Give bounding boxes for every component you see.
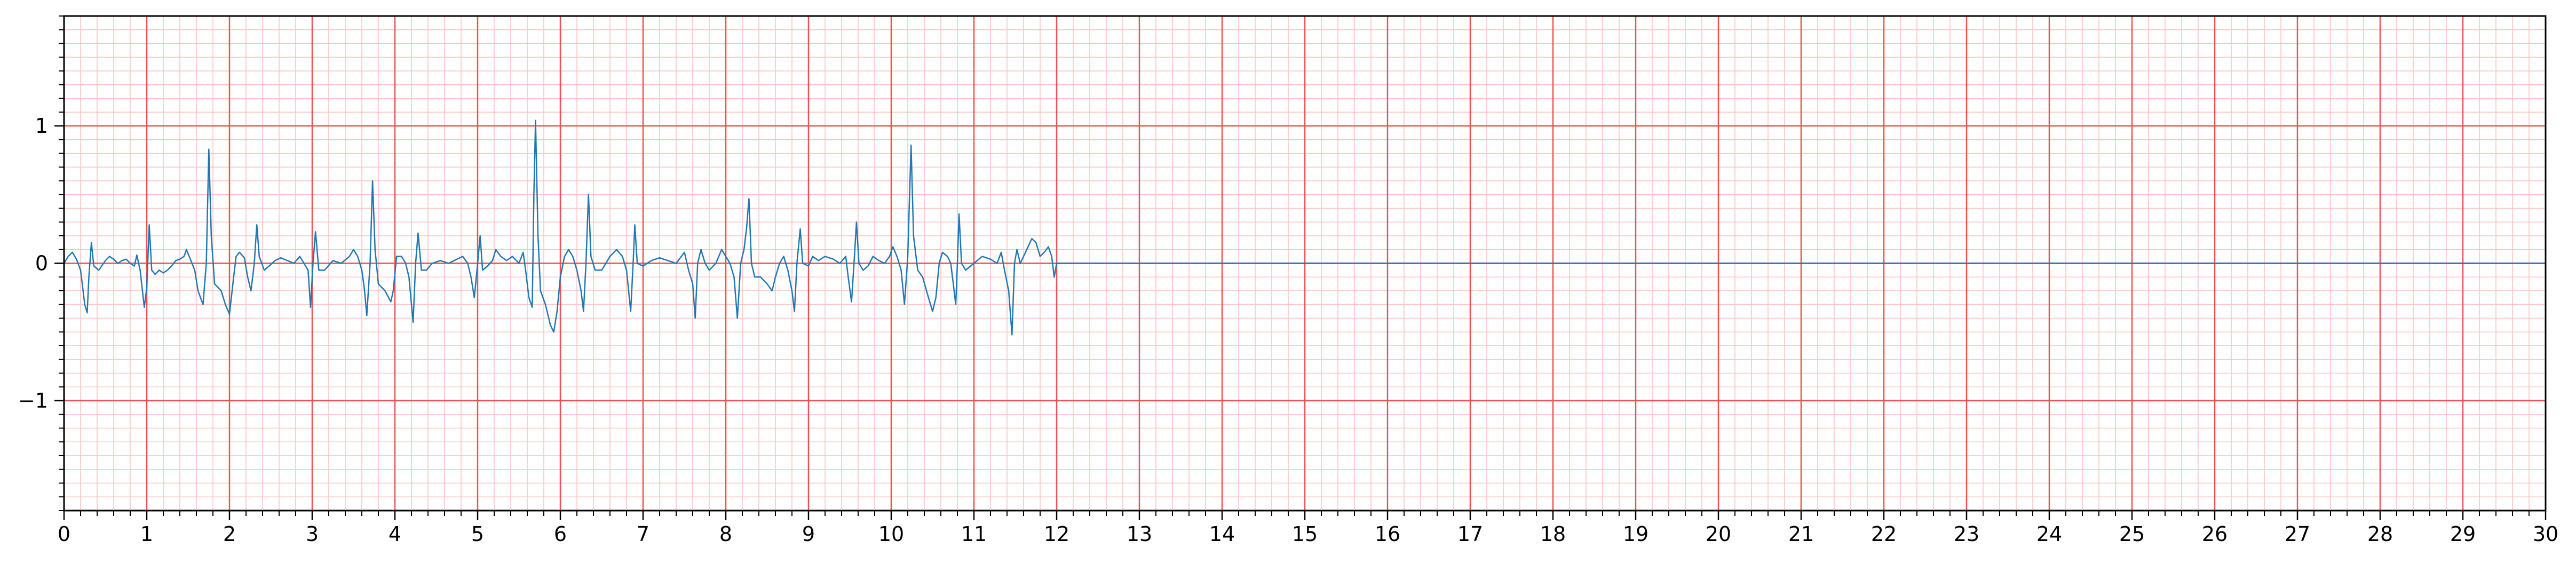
x-tick-label: 20 bbox=[1706, 522, 1731, 546]
x-tick-label: 19 bbox=[1623, 522, 1648, 546]
x-tick-label: 13 bbox=[1127, 522, 1152, 546]
x-tick-label: 18 bbox=[1540, 522, 1566, 546]
x-tick-label: 9 bbox=[802, 522, 815, 546]
y-tick-label: −1 bbox=[18, 389, 48, 412]
x-tick-label: 25 bbox=[2119, 522, 2145, 546]
series-layer bbox=[63, 120, 2546, 336]
x-tick-label: 29 bbox=[2450, 522, 2476, 546]
x-tick-label: 10 bbox=[878, 522, 904, 546]
x-tick-label: 15 bbox=[1292, 522, 1318, 546]
x-tick-label: 8 bbox=[719, 522, 732, 546]
x-tick-label: 6 bbox=[554, 522, 567, 546]
y-tick-label: 1 bbox=[35, 114, 48, 138]
x-tick-label: 28 bbox=[2367, 522, 2393, 546]
x-tick-label: 26 bbox=[2202, 522, 2228, 546]
x-tick-label: 11 bbox=[961, 522, 987, 546]
x-tick-label: 24 bbox=[2036, 522, 2062, 546]
x-axis: 0 1 2 3 4 5 6 7 8 9 10 11 12 13 14 15 16 17 18 19 20 21 22 23 24… bbox=[58, 511, 2558, 546]
ecg-trace-line bbox=[63, 120, 2546, 336]
x-tick-label: 0 bbox=[58, 522, 70, 546]
x-tick-label: 30 bbox=[2533, 522, 2558, 546]
x-tick-label: 2 bbox=[223, 522, 236, 546]
x-tick-label: 23 bbox=[1954, 522, 1979, 546]
x-tick-label: 17 bbox=[1457, 522, 1483, 546]
x-tick-label: 22 bbox=[1871, 522, 1897, 546]
x-tick-label: 3 bbox=[306, 522, 319, 546]
x-tick-label: 4 bbox=[389, 522, 401, 546]
x-tick-label: 5 bbox=[471, 522, 484, 546]
x-tick-label: 14 bbox=[1209, 522, 1235, 546]
x-tick-label: 21 bbox=[1788, 522, 1814, 546]
x-tick-label: 16 bbox=[1375, 522, 1400, 546]
x-tick-label: 27 bbox=[2285, 522, 2310, 546]
x-tick-label: 1 bbox=[140, 522, 153, 546]
y-tick-label: 0 bbox=[35, 252, 48, 275]
x-tick-label: 12 bbox=[1044, 522, 1069, 546]
x-tick-label: 7 bbox=[637, 522, 649, 546]
y-axis: 1 0 −1 bbox=[18, 15, 64, 511]
